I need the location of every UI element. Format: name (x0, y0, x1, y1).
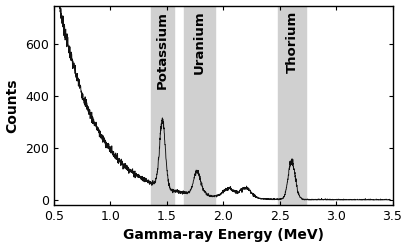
Bar (184, 5, 215, 205)
Y-axis label: Counts: Counts (6, 78, 20, 132)
Text: Thorium: Thorium (286, 11, 299, 73)
Bar (279, 5, 306, 205)
Text: Uranium: Uranium (193, 11, 206, 74)
Text: Potassium: Potassium (156, 11, 169, 89)
Bar (151, 5, 173, 205)
X-axis label: Gamma-ray Energy (MeV): Gamma-ray Energy (MeV) (123, 228, 324, 243)
